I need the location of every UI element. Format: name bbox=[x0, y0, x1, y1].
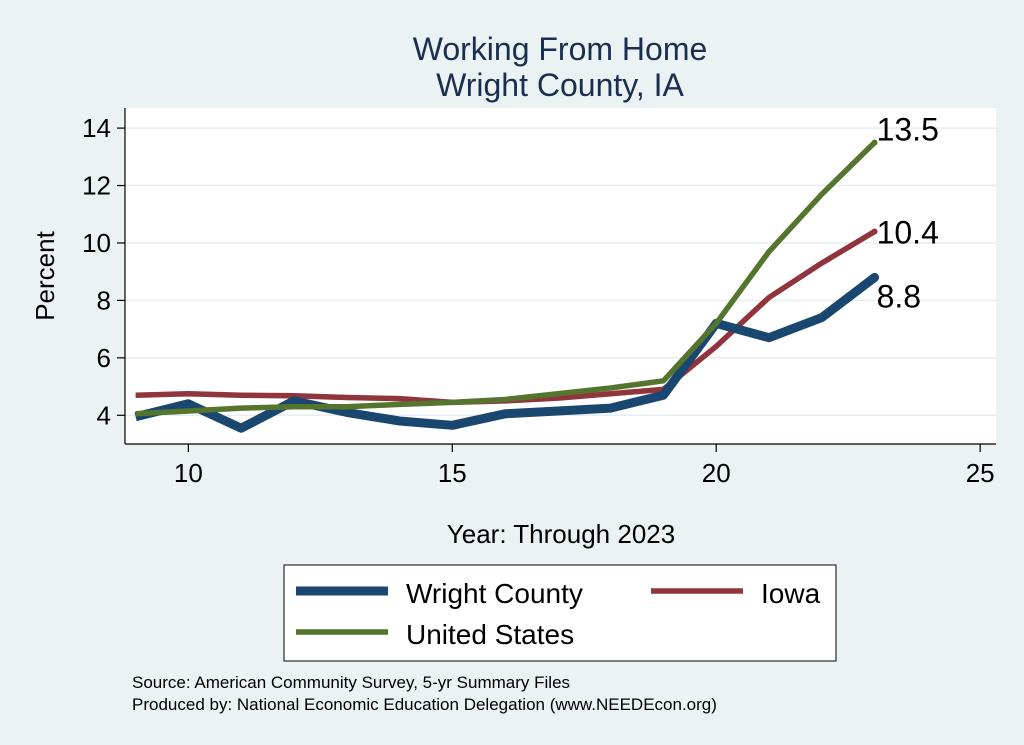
y-tick-label: 14 bbox=[82, 113, 111, 143]
legend: Wright County Iowa United States bbox=[296, 578, 821, 650]
end-marker bbox=[870, 272, 880, 282]
y-tick-label: 8 bbox=[97, 285, 111, 315]
legend-label: Iowa bbox=[761, 578, 821, 609]
y-tick-label: 10 bbox=[82, 228, 111, 258]
y-tick-label: 6 bbox=[97, 343, 111, 373]
series-line-united-states bbox=[135, 140, 877, 417]
chart-title: Working From Home bbox=[413, 31, 708, 67]
x-tick-label: 20 bbox=[702, 458, 731, 488]
end-marker bbox=[871, 139, 878, 146]
end-value-label: 10.4 bbox=[877, 214, 939, 250]
axis-ticks: 4 6 8 10 12 14 10 15 20 25 bbox=[82, 113, 995, 488]
source-note: Source: American Community Survey, 5-yr … bbox=[132, 673, 570, 692]
end-value-label: 13.5 bbox=[877, 111, 939, 147]
series-line-wright-county bbox=[134, 273, 878, 433]
y-tick-label: 12 bbox=[82, 171, 111, 201]
end-labels: 8.8 10.4 13.5 bbox=[877, 111, 939, 314]
end-marker bbox=[871, 228, 878, 235]
produced-by-note: Produced by: National Economic Education… bbox=[132, 695, 717, 714]
legend-box bbox=[283, 564, 837, 662]
x-tick-label: 25 bbox=[966, 458, 995, 488]
x-axis-title: Year: Through 2023 bbox=[447, 519, 675, 549]
legend-label: United States bbox=[406, 619, 574, 650]
y-tick-label: 4 bbox=[97, 400, 111, 430]
legend-label: Wright County bbox=[406, 578, 583, 609]
x-tick-label: 15 bbox=[438, 458, 467, 488]
x-tick-label: 10 bbox=[174, 458, 203, 488]
end-value-label: 8.8 bbox=[877, 278, 921, 314]
chart-subtitle: Wright County, IA bbox=[436, 67, 684, 103]
series-lines bbox=[134, 139, 880, 433]
y-axis-title: Percent bbox=[30, 230, 60, 320]
